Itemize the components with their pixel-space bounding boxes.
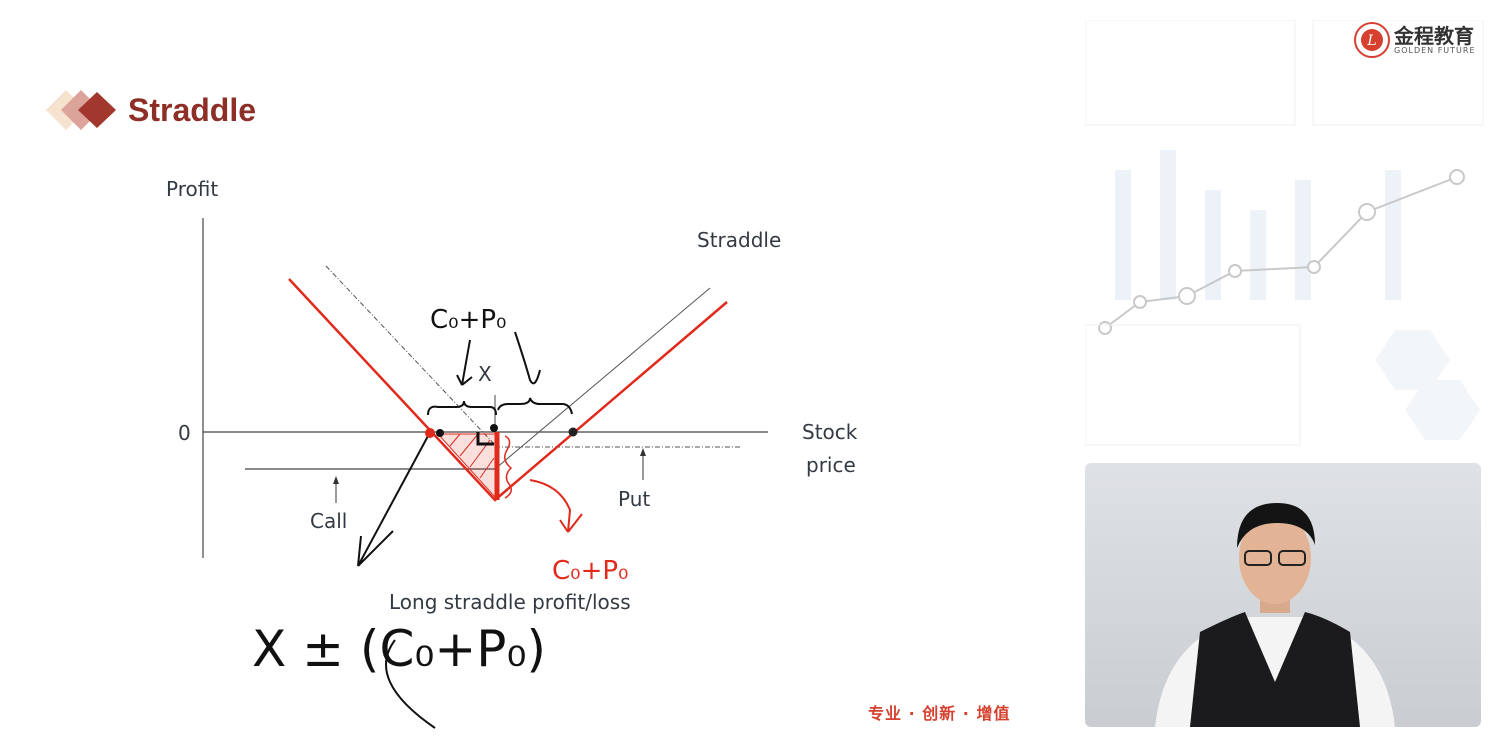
handwritten-breakeven-formula: X ± (C₀+P₀) <box>252 620 546 678</box>
presenter-figure <box>1155 503 1395 727</box>
put-label: Put <box>618 487 651 511</box>
formula-paren <box>385 639 436 729</box>
brand-name-cn: 金程教育 <box>1394 23 1474 48</box>
brand-logo: L 金程教育 GOLDEN FUTURE <box>1354 22 1476 58</box>
brand-name-en: GOLDEN FUTURE <box>1394 45 1476 55</box>
slide-title: Straddle <box>128 92 257 128</box>
x-axis-label-line1: Stock <box>802 420 858 444</box>
call-payoff-rising <box>494 287 711 470</box>
black-arrow-right <box>514 331 541 385</box>
zero-label: 0 <box>178 421 191 445</box>
breakeven-low-point <box>425 428 435 438</box>
straddle-diagram <box>202 218 768 729</box>
handwritten-premium-black: C₀+P₀ <box>430 305 507 335</box>
slogan: 专业 · 创新 · 增值 <box>868 704 1011 723</box>
black-arrow-left <box>456 339 473 386</box>
breakeven-arrow <box>357 435 429 567</box>
loss-brace <box>504 435 513 499</box>
svg-text:L: L <box>1366 33 1376 49</box>
x-axis-label-line2: price <box>806 453 856 477</box>
y-axis-label: Profit <box>166 177 219 201</box>
brand-seal-icon: L <box>1354 22 1390 58</box>
strike-label: X <box>478 362 492 386</box>
red-arrow <box>529 479 583 533</box>
strike-point <box>490 424 498 432</box>
bracket-right <box>497 397 573 415</box>
call-label: Call <box>310 509 348 533</box>
straddle-label: Straddle <box>697 228 782 252</box>
handwritten-premium-red: C₀+P₀ <box>552 556 629 586</box>
background-decoration <box>1085 20 1484 446</box>
straddle-payoff <box>288 278 728 502</box>
right-angle-mark <box>476 432 494 446</box>
bracket-left <box>427 400 497 416</box>
breakeven-high-point <box>568 427 578 437</box>
presenter-video <box>1085 463 1481 727</box>
diagram-caption: Long straddle profit/loss <box>389 590 631 614</box>
title-diamond-icon <box>46 90 116 130</box>
call-payoff-dashed <box>325 265 496 446</box>
